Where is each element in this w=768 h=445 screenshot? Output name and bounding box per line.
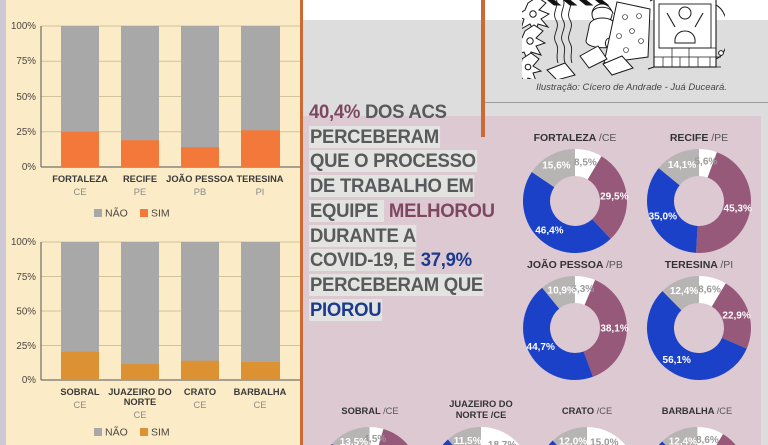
svg-text:NÃO: NÃO xyxy=(105,426,128,439)
svg-text:0%: 0% xyxy=(22,162,36,173)
svg-text:NÃO: NÃO xyxy=(105,207,128,220)
svg-text:CE: CE xyxy=(74,400,87,410)
svg-text:PE: PE xyxy=(134,187,146,197)
svg-text:CE: CE xyxy=(74,187,87,197)
svg-text:CE: CE xyxy=(254,400,267,410)
svg-text:FORTALEZA: FORTALEZA xyxy=(52,174,108,184)
svg-text:50%: 50% xyxy=(16,307,36,318)
svg-text:SOBRAL: SOBRAL xyxy=(60,387,100,397)
svg-text:BARBALHA: BARBALHA xyxy=(234,387,287,397)
svg-text:PB: PB xyxy=(194,187,206,197)
svg-text:25%: 25% xyxy=(16,127,36,138)
svg-text:SIM: SIM xyxy=(151,427,170,439)
svg-text:50%: 50% xyxy=(16,92,36,103)
svg-text:RECIFE: RECIFE xyxy=(123,174,157,184)
svg-text:TERESINA: TERESINA xyxy=(236,174,283,184)
svg-text:0%: 0% xyxy=(22,375,36,386)
svg-text:75%: 75% xyxy=(16,272,36,283)
svg-text:JOÃO PESSOA: JOÃO PESSOA xyxy=(166,174,234,184)
svg-text:100%: 100% xyxy=(11,21,36,32)
svg-text:NORTE: NORTE xyxy=(124,397,157,407)
svg-text:CRATO: CRATO xyxy=(184,387,216,397)
svg-text:25%: 25% xyxy=(16,341,36,352)
svg-text:SIM: SIM xyxy=(151,208,170,220)
svg-text:100%: 100% xyxy=(11,237,36,248)
svg-text:CE: CE xyxy=(194,400,207,410)
svg-text:75%: 75% xyxy=(16,56,36,67)
svg-text:CE: CE xyxy=(134,410,147,420)
svg-text:PI: PI xyxy=(256,187,265,197)
svg-text:JUAZEIRO DO: JUAZEIRO DO xyxy=(108,387,172,397)
